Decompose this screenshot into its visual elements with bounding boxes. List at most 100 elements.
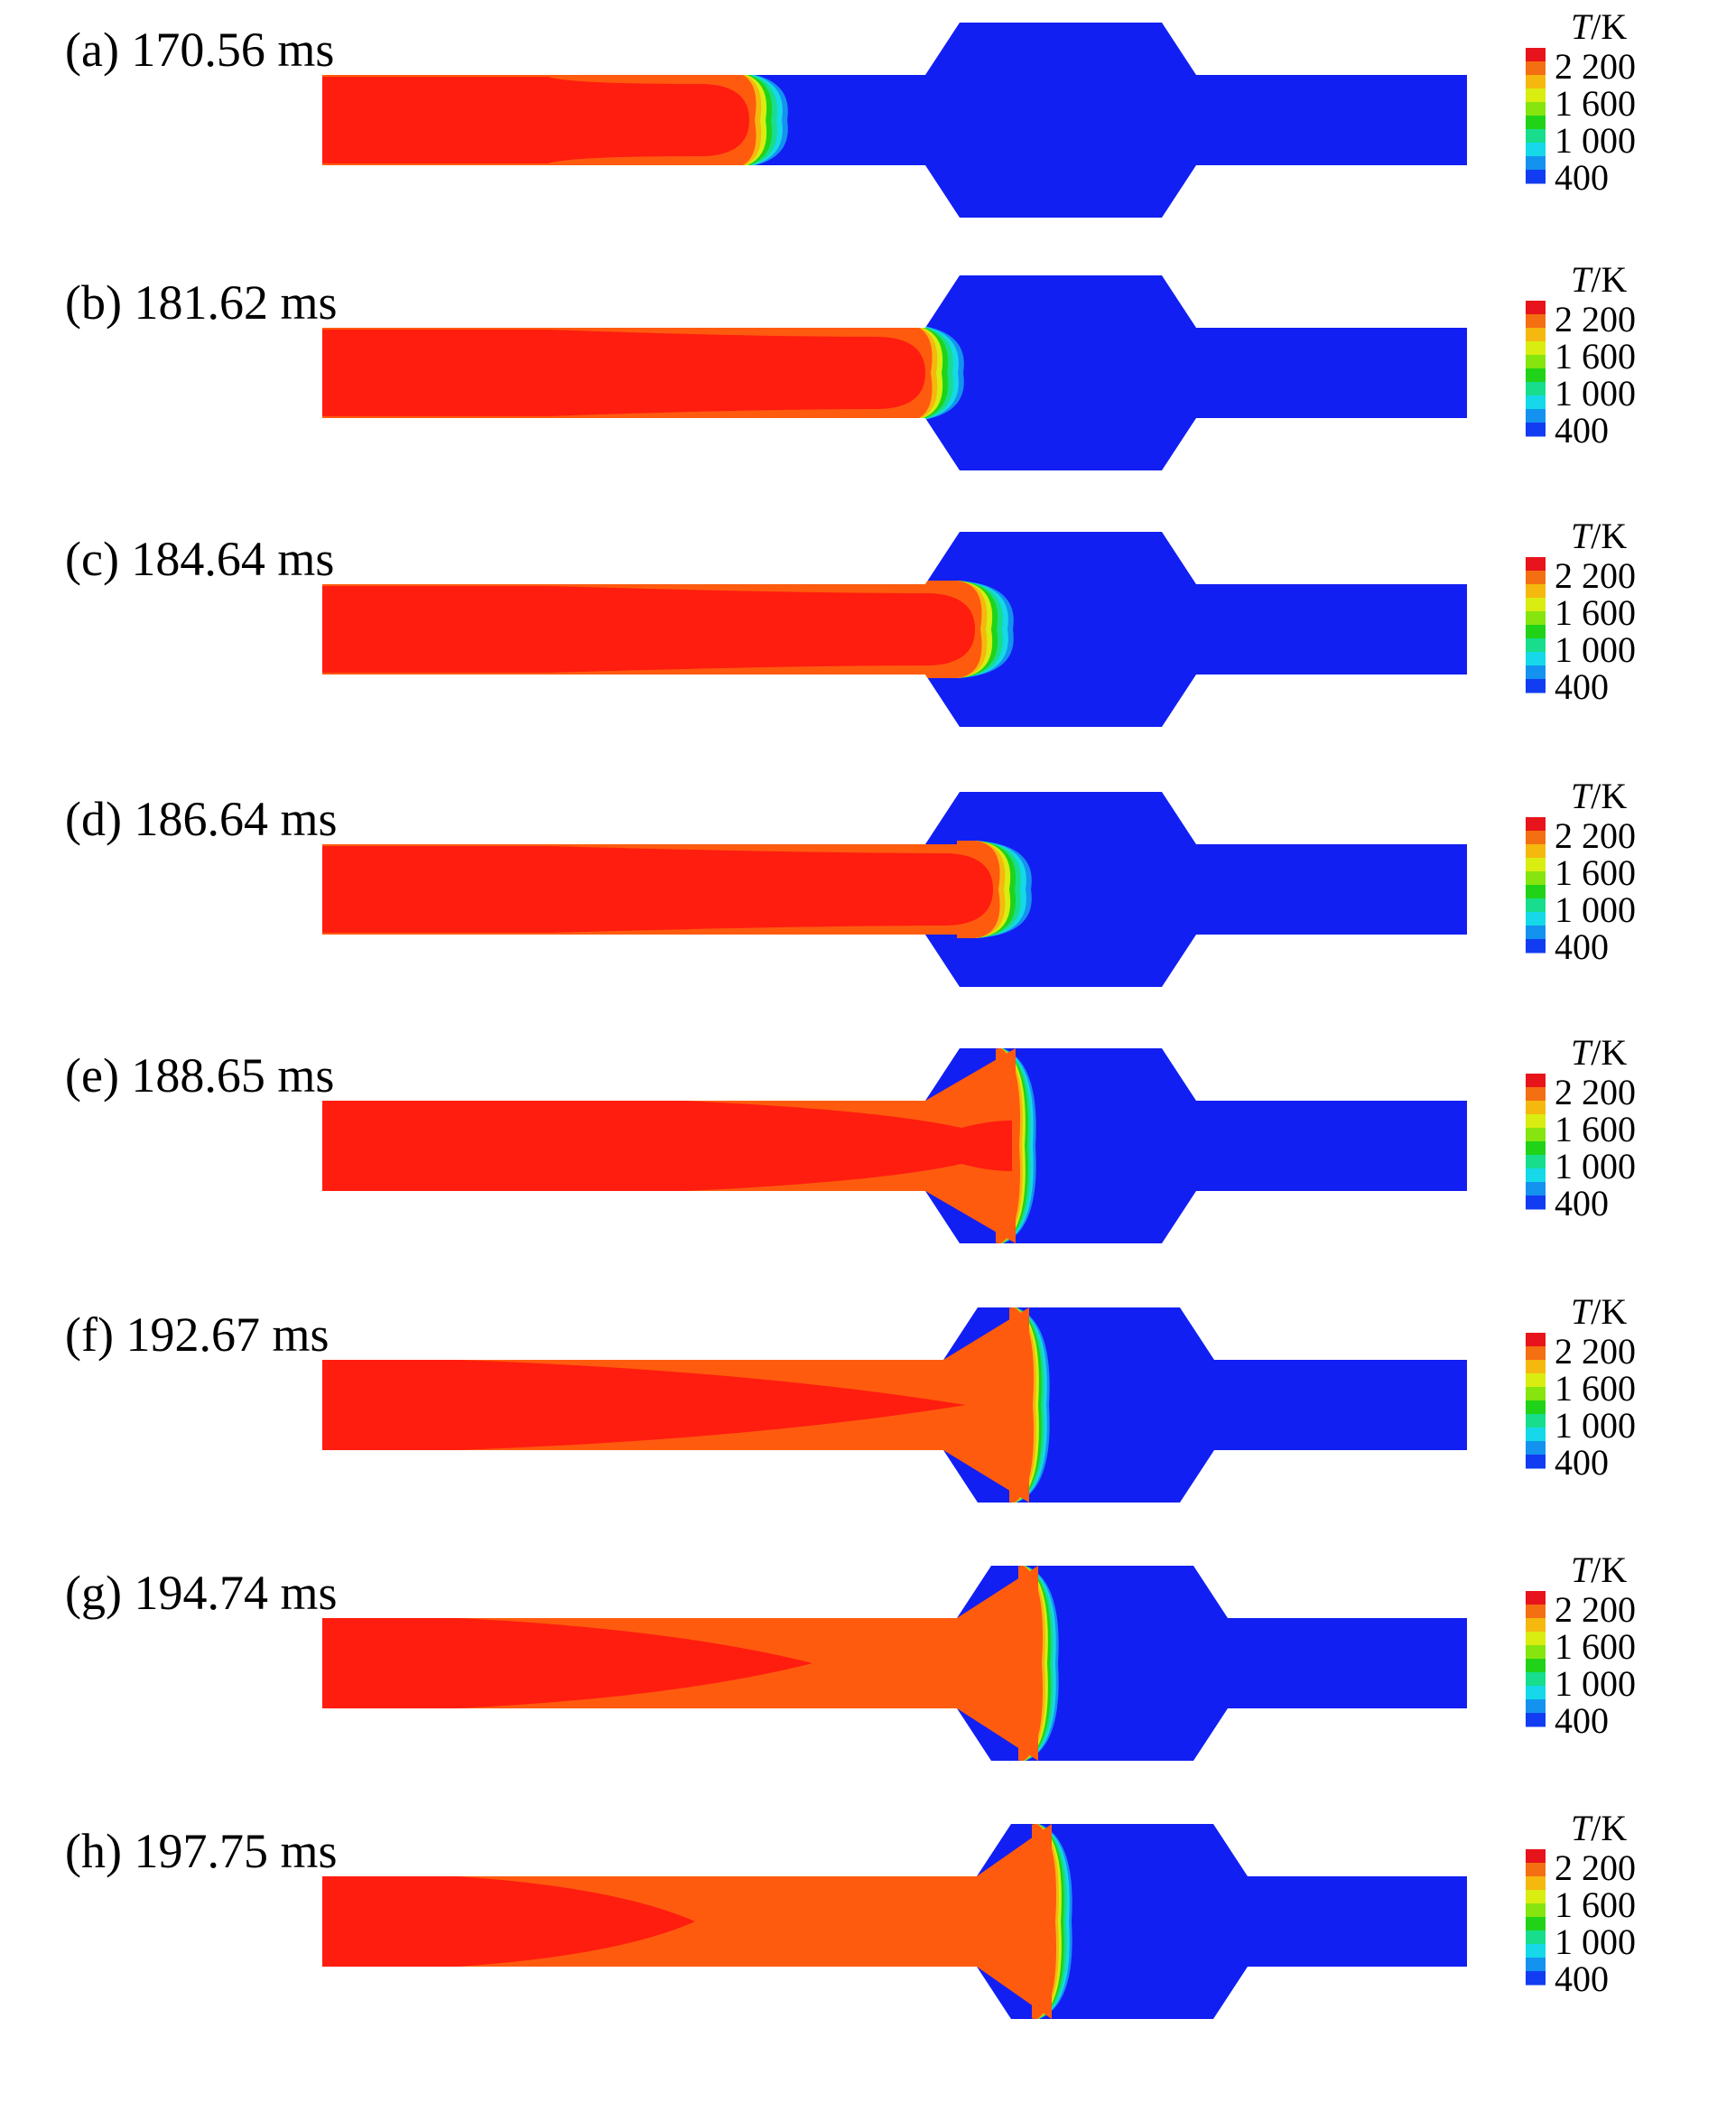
colorbar-tick-label: 1 600 [1555,83,1636,124]
colorbar-segment [1526,1903,1546,1918]
colorbar-segment [1526,1944,1546,1958]
colorbar-segment [1526,1428,1546,1442]
colorbar-title: T/K [1571,259,1627,300]
hot-core-region [322,586,975,673]
colorbar-segment [1526,1182,1546,1196]
colorbar-segment [1526,885,1546,899]
colorbar-segment [1526,395,1546,410]
colorbar-segment [1526,355,1546,369]
colorbar-segment [1526,1876,1546,1891]
colorbar-segment [1526,1155,1546,1169]
colorbar-tick-label: 1 600 [1555,592,1636,633]
colorbar-tick-label: 2 200 [1555,1331,1636,1372]
colorbar-segment [1526,143,1546,157]
hot-core-region [322,330,925,416]
warm-gas-edge [1032,1824,1054,2019]
colorbar-segment [1526,1128,1546,1142]
colorbar-tick-label: 1 000 [1555,889,1636,930]
domain-a [322,23,1467,218]
panel-label-f: (f) 192.67 ms [65,1307,329,1362]
domain-c [322,532,1467,727]
colorbar-segment [1526,1360,1546,1374]
colorbar-segment [1526,314,1546,329]
colorbar-segment [1526,156,1546,171]
panel-label-h: (h) 197.75 ms [65,1824,337,1878]
colorbar-segment [1526,1168,1546,1183]
colorbar-tick-label: 400 [1555,1442,1609,1483]
colorbar-segment [1526,858,1546,872]
panel-label-d: (d) 186.64 ms [65,792,337,846]
colorbar-segment [1526,1917,1546,1931]
domain-h [322,1824,1467,2019]
colorbar-tick-label: 2 200 [1555,1847,1636,1888]
colorbar-tick-label: 400 [1555,410,1609,451]
colorbar-tick-label: 1 000 [1555,1921,1636,1962]
colorbar-tick-label: 2 200 [1555,46,1636,87]
colorbar-segment [1526,625,1546,639]
colorbar-segment [1526,1618,1546,1633]
colorbar-segment [1526,638,1546,653]
colorbar-segment [1526,1074,1546,1088]
colorbar-segment [1526,871,1546,886]
colorbar-segment [1526,88,1546,103]
colorbar-segment [1526,1632,1546,1646]
colorbar-tick-label: 2 200 [1555,555,1636,596]
colorbar-segment [1526,844,1546,859]
hot-core-region [322,1876,695,1967]
panel-label-c: (c) 184.64 ms [65,532,334,586]
colorbar-segment [1526,1141,1546,1156]
colorbar-segment [1526,1672,1546,1687]
colorbar-segment [1526,409,1546,423]
warm-gas-edge [1009,1307,1032,1503]
colorbar-segment [1526,1931,1546,1945]
colorbar-title: T/K [1571,1291,1627,1332]
domain-e [322,1048,1467,1243]
colorbar-tick-label: 400 [1555,1700,1609,1741]
colorbar-segment [1526,1645,1546,1660]
hot-core-region [322,1360,966,1450]
colorbar-segment [1526,665,1546,680]
colorbar-segment [1526,1087,1546,1102]
colorbar-tick-label: 1 600 [1555,852,1636,893]
colorbar-tick-label: 1 600 [1555,336,1636,377]
colorbar-segment [1526,1101,1546,1115]
colorbar-segment [1526,1196,1546,1210]
domain-b [322,275,1467,470]
colorbar-segment [1526,170,1546,184]
colorbar-segment [1526,1387,1546,1401]
colorbar-segment [1526,1605,1546,1619]
colorbar-tick-label: 1 000 [1555,120,1636,161]
hot-core-region [322,1618,812,1708]
colorbar-segment [1526,1333,1546,1347]
colorbar-tick-label: 400 [1555,1958,1609,1999]
colorbar-tick-label: 2 200 [1555,1589,1636,1630]
colorbar-segment [1526,557,1546,572]
colorbar-tick-label: 1 000 [1555,629,1636,670]
colorbar-tick-label: 1 000 [1555,1663,1636,1704]
colorbar-segment [1526,1659,1546,1673]
colorbar-tick-label: 2 200 [1555,815,1636,856]
colorbar-segment [1526,584,1546,599]
colorbar-tick-label: 1 600 [1555,1109,1636,1149]
colorbar-segment [1526,1414,1546,1428]
colorbar-segment [1526,1686,1546,1700]
colorbar-segment [1526,679,1546,693]
hot-core-region [322,1101,1012,1191]
colorbar-segment [1526,48,1546,62]
colorbar-segment [1526,1346,1546,1361]
colorbar-segment [1526,898,1546,913]
colorbar-segment [1526,1958,1546,1972]
colorbar-segment [1526,598,1546,612]
